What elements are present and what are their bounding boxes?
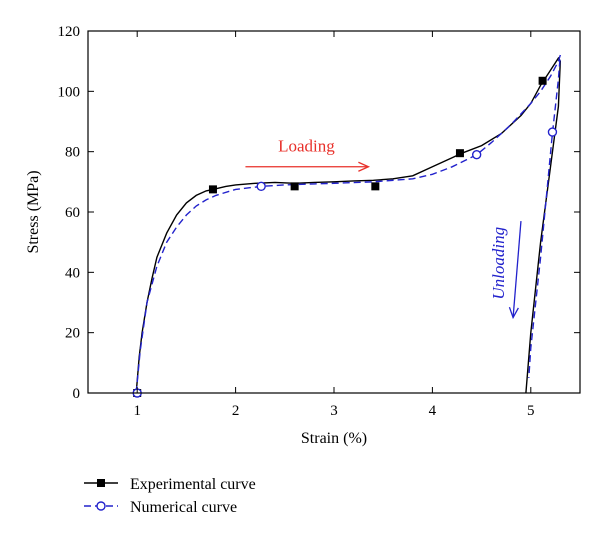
legend: Experimental curve Numerical curve — [84, 476, 256, 516]
numerical-marker — [256, 181, 266, 192]
numerical-marker — [547, 127, 558, 137]
y-axis-label: Stress (MPa) — [25, 170, 42, 253]
experimental-marker — [371, 182, 380, 191]
loading-label: Loading — [278, 137, 335, 156]
x-axis-label: Strain (%) — [301, 430, 367, 447]
x-tick-label: 1 — [133, 403, 141, 419]
y-tick-label: 60 — [65, 205, 80, 221]
legend-item-experimental: Experimental curve — [84, 476, 256, 493]
x-tick-label: 5 — [527, 403, 535, 419]
y-tick-label: 120 — [58, 24, 81, 40]
annotations: Loading Unloading — [245, 137, 522, 320]
legend-marker-experimental — [97, 479, 105, 487]
legend-item-numerical: Numerical curve — [84, 499, 237, 516]
legend-label-experimental: Experimental curve — [130, 476, 256, 493]
loading-arrow-head — [358, 161, 371, 172]
y-tick-label: 20 — [65, 326, 80, 342]
y-tick-label: 40 — [65, 265, 80, 281]
unloading-arrow-shaft — [512, 220, 522, 318]
y-tick-label: 80 — [65, 145, 80, 161]
plot-frame — [87, 30, 581, 394]
axis-ticks: 1 2 3 4 5 0 20 40 60 80 100 120 — [58, 24, 580, 419]
plot-marks — [132, 54, 562, 398]
series-line-numerical — [135, 54, 561, 394]
unloading-label: Unloading — [489, 227, 508, 300]
experimental-marker — [538, 76, 547, 85]
legend-label-numerical: Numerical curve — [130, 499, 237, 516]
series-line-experimental — [135, 56, 562, 394]
x-tick-label: 3 — [330, 403, 338, 419]
y-tick-label: 0 — [73, 386, 81, 402]
legend-marker-numerical — [96, 501, 106, 511]
experimental-marker — [455, 149, 464, 158]
unloading-arrow-head — [508, 306, 519, 320]
experimental-marker — [208, 185, 217, 194]
experimental-marker — [290, 182, 299, 191]
numerical-marker — [471, 149, 482, 160]
x-tick-label: 2 — [232, 403, 240, 419]
y-tick-label: 100 — [58, 84, 81, 100]
x-tick-label: 4 — [429, 403, 437, 419]
